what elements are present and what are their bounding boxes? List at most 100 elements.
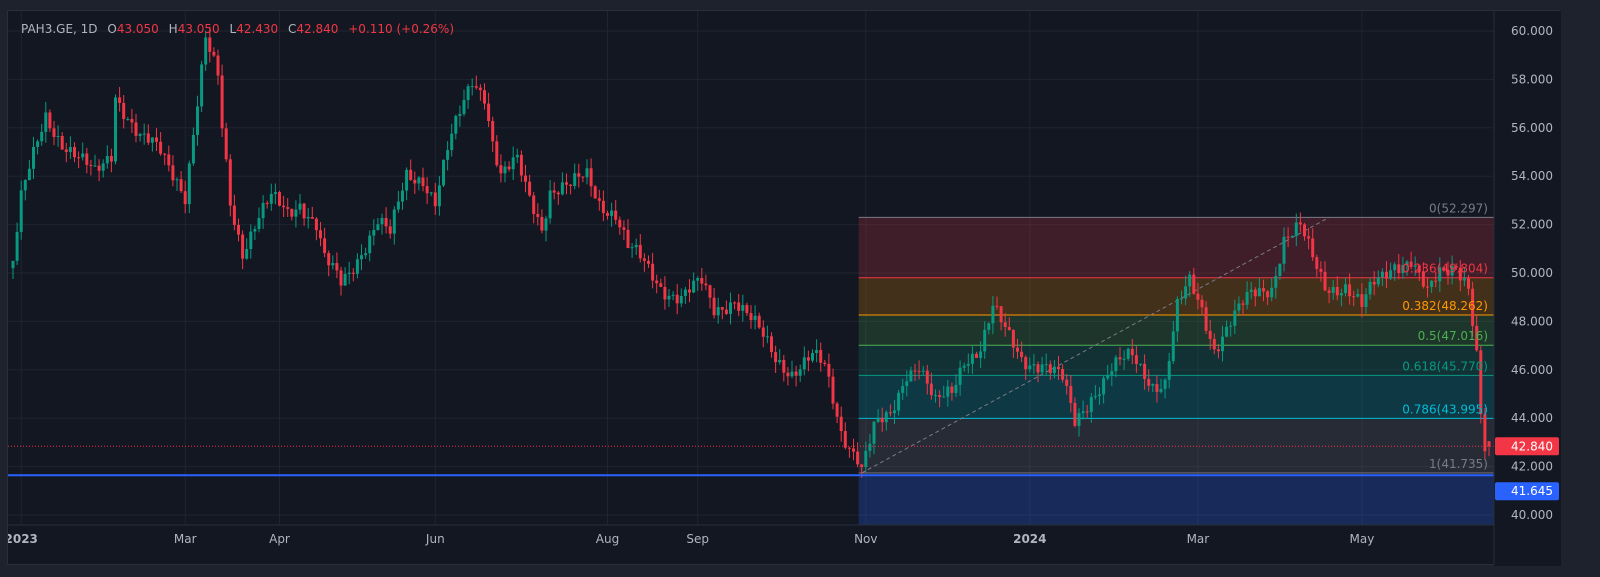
candle-body: [1052, 366, 1056, 374]
candle-body: [724, 309, 728, 314]
fib-level-label: 0.618(45.770): [1402, 359, 1488, 373]
candle-body: [581, 176, 585, 178]
candle-body: [163, 153, 167, 155]
chart-pane[interactable]: 0(52.297) 0.236(49.804) 0.382(48.262) 0.5(4…: [7, 10, 1561, 566]
candle-body: [1278, 263, 1282, 276]
candle-body: [1032, 364, 1036, 366]
candle-body: [437, 185, 441, 207]
candle-body: [150, 137, 154, 143]
candle-body: [560, 182, 564, 195]
candle-body: [942, 396, 946, 398]
candle-body: [1348, 284, 1352, 297]
candle-body: [134, 122, 138, 136]
candle-body: [310, 216, 314, 219]
candle-body: [1368, 281, 1372, 295]
time-tick-label: Aug: [596, 532, 619, 546]
candle-body: [1380, 271, 1384, 278]
price-tick-label: 60.000: [1511, 24, 1553, 38]
candle-body: [339, 270, 343, 286]
candle-body: [68, 147, 72, 152]
candle-body: [1011, 330, 1015, 348]
candle-body: [343, 273, 347, 286]
candle-body: [704, 283, 708, 286]
candles: [11, 26, 1491, 478]
candle-body: [761, 327, 765, 337]
candle-body: [663, 286, 667, 300]
fib-zone: [858, 217, 1494, 278]
fib-extension-zone: [858, 475, 1494, 525]
candle-body: [1126, 348, 1130, 359]
candle-body: [1188, 274, 1192, 287]
candle-body: [647, 260, 650, 264]
candle-body: [815, 350, 819, 353]
candle-body: [220, 75, 224, 129]
candle-body: [790, 371, 794, 377]
candle-body: [975, 353, 978, 358]
candle-body: [1282, 236, 1286, 264]
candle-body: [683, 289, 687, 296]
last-price-badge: 42.840: [1511, 439, 1553, 453]
candle-body: [1044, 364, 1048, 366]
candle-body: [487, 103, 491, 122]
candle-body: [806, 357, 810, 361]
candle-body: [708, 285, 712, 298]
candle-body: [622, 227, 626, 230]
candle-body: [167, 154, 171, 166]
candle-body: [524, 175, 527, 182]
candle-body: [396, 201, 400, 210]
candle-body: [1475, 325, 1479, 351]
candle-body: [519, 154, 523, 176]
candle-body: [1389, 270, 1393, 279]
candle-body: [540, 216, 544, 231]
candle-body: [245, 248, 249, 259]
horizontal-line-badge-bg: [1495, 482, 1559, 501]
candle-body: [232, 205, 236, 225]
candle-body: [528, 181, 532, 196]
price-tick-label: 48.000: [1511, 314, 1553, 328]
candle-body: [1143, 363, 1147, 379]
candle-body: [888, 412, 892, 414]
time-tick-label: Nov: [854, 532, 877, 546]
candle-body: [819, 350, 823, 363]
candle-body: [938, 395, 942, 398]
candle-body: [1155, 384, 1159, 392]
candlestick-chart[interactable]: 0(52.297) 0.236(49.804) 0.382(48.262) 0.5(4…: [8, 11, 1561, 566]
candle-body: [409, 169, 413, 180]
candle-body: [770, 336, 773, 353]
candle-body: [109, 156, 113, 162]
candle-body: [987, 323, 991, 330]
candle-body: [474, 86, 478, 88]
candle-body: [1171, 331, 1175, 362]
price-tick-label: 56.000: [1511, 121, 1553, 135]
candle-body: [130, 119, 134, 123]
candle-body: [360, 255, 363, 260]
candle-body: [544, 218, 548, 231]
candle-body: [1065, 379, 1069, 386]
candle-body: [1458, 267, 1462, 281]
candle-body: [1335, 286, 1339, 296]
candle-body: [1409, 261, 1413, 267]
candle-body: [401, 190, 404, 202]
candle-body: [688, 289, 691, 293]
fib-zone: [858, 375, 1494, 419]
candle-body: [1110, 371, 1114, 376]
candle-body: [720, 307, 724, 310]
candle-body: [962, 365, 966, 368]
candle-body: [454, 115, 458, 134]
candle-body: [1180, 298, 1183, 300]
open-label: O: [107, 22, 117, 36]
fib-level-label: 0.5(47.016): [1418, 329, 1488, 343]
candle-body: [811, 352, 814, 361]
candle-body: [97, 165, 101, 171]
candle-body: [1040, 364, 1044, 373]
candle-body: [1114, 357, 1118, 372]
candle-body: [868, 443, 872, 451]
candle-body: [1212, 338, 1216, 350]
candle-body: [1134, 355, 1138, 364]
candle-body: [1192, 274, 1196, 294]
candle-body: [1237, 303, 1241, 311]
candle-body: [458, 113, 462, 116]
candle-body: [200, 64, 204, 107]
candle-body: [950, 386, 954, 393]
candle-body: [372, 230, 376, 236]
